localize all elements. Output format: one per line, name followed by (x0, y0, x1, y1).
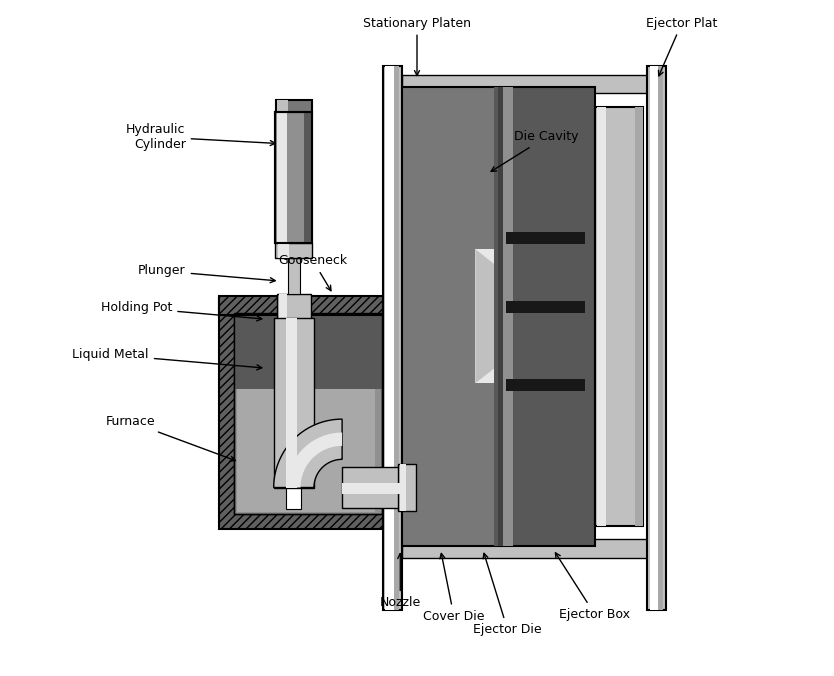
Polygon shape (475, 249, 500, 383)
Bar (402, 74, 647, 93)
Text: Cover Die: Cover Die (423, 554, 485, 623)
Text: Nozzle: Nozzle (379, 554, 421, 609)
Text: Die Cavity: Die Cavity (491, 130, 579, 172)
Bar (399, 464, 406, 511)
Polygon shape (274, 419, 342, 487)
Bar (500, 87, 595, 546)
Text: Hydraulic
Cylinder: Hydraulic Cylinder (126, 123, 275, 151)
Bar (342, 467, 401, 508)
Bar (275, 243, 312, 258)
Bar (595, 107, 643, 526)
Bar (234, 312, 382, 389)
Bar (234, 312, 382, 514)
Bar (475, 249, 500, 383)
Text: Gooseneck: Gooseneck (279, 254, 348, 291)
Bar (383, 66, 402, 610)
Bar (647, 66, 666, 610)
Bar (506, 301, 585, 313)
Bar (288, 258, 300, 295)
Bar (385, 66, 394, 610)
Bar (276, 100, 312, 112)
Bar (219, 296, 397, 314)
Bar (237, 387, 374, 512)
Bar (219, 297, 397, 529)
Text: Holding Pot: Holding Pot (101, 301, 262, 321)
Text: Ejector Die: Ejector Die (473, 554, 542, 636)
Bar (506, 379, 585, 391)
Bar (342, 483, 401, 494)
Text: Liquid Metal: Liquid Metal (73, 348, 262, 370)
Bar (402, 539, 647, 558)
Bar (278, 100, 289, 112)
Text: Plunger: Plunger (138, 264, 275, 283)
Bar (278, 243, 289, 258)
Polygon shape (287, 433, 342, 487)
Bar (234, 312, 382, 514)
Bar (596, 107, 606, 526)
Bar (275, 112, 312, 243)
Bar (394, 66, 399, 610)
Bar (658, 66, 663, 610)
Bar (275, 112, 312, 243)
Bar (398, 464, 416, 511)
Bar (274, 318, 314, 487)
Bar (650, 66, 658, 610)
Bar (279, 295, 287, 320)
Text: Stationary Platen: Stationary Platen (363, 17, 471, 76)
Bar (277, 112, 287, 243)
Bar (500, 87, 513, 546)
Bar (498, 87, 504, 546)
Bar (635, 107, 643, 526)
Text: Furnace: Furnace (106, 415, 235, 461)
Bar (402, 87, 500, 546)
Bar (286, 318, 301, 509)
Bar (304, 112, 312, 243)
Bar (277, 295, 310, 320)
Text: Ejector Box: Ejector Box (555, 553, 631, 621)
Bar (506, 232, 585, 244)
Text: Ejector Plat: Ejector Plat (646, 17, 717, 76)
Bar (286, 318, 297, 487)
Bar (494, 87, 500, 546)
